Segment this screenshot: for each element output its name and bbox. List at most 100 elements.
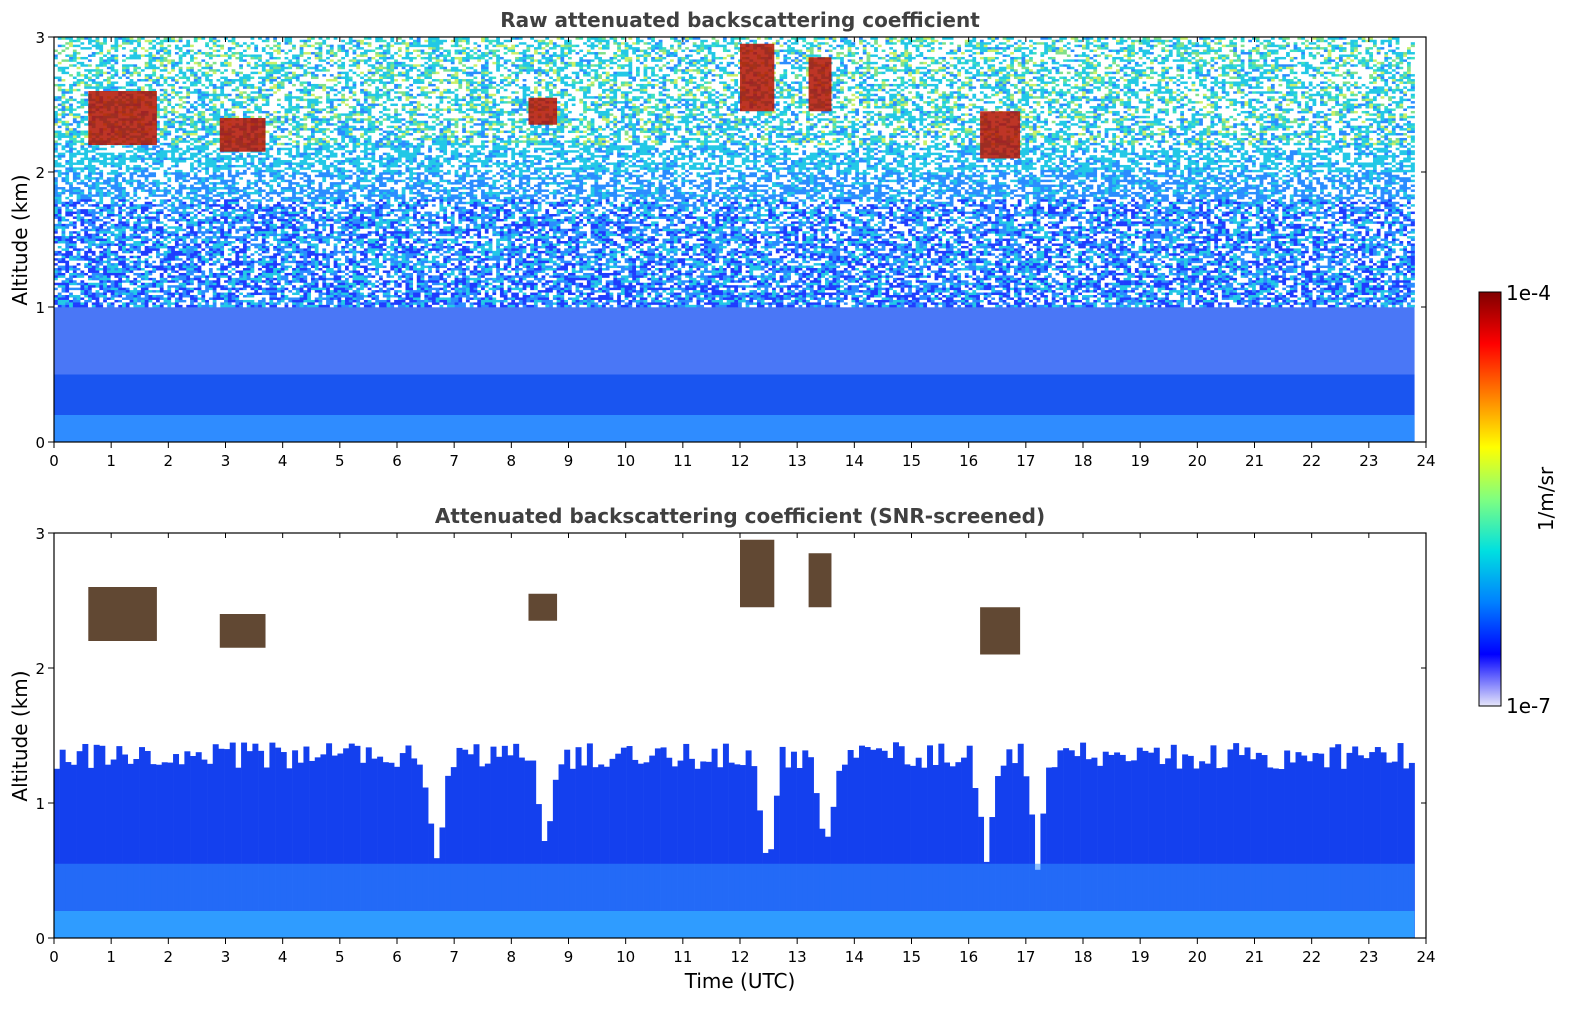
noise-cell — [193, 262, 198, 266]
noise-cell — [205, 105, 210, 109]
noise-cell — [114, 299, 119, 303]
noise-cell — [144, 167, 149, 170]
noise-cell — [163, 68, 168, 72]
noise-cell — [65, 238, 70, 242]
noise-cell — [133, 159, 138, 163]
noise-cell — [163, 253, 168, 256]
noise-cell — [205, 49, 210, 53]
noise-cell — [216, 228, 221, 232]
noise-cell — [156, 233, 161, 237]
noise-cell — [174, 51, 180, 55]
noise-cell — [152, 302, 157, 305]
noise-cell — [201, 216, 206, 219]
noise-cell — [110, 176, 115, 180]
noise-cell — [159, 125, 164, 129]
noise-cell — [186, 238, 191, 242]
noise-cell — [129, 277, 134, 281]
noise-cell — [193, 304, 198, 308]
noise-cell — [197, 203, 202, 207]
noise-cell — [156, 154, 161, 158]
noise-cell — [167, 292, 172, 296]
noise-cell — [212, 108, 217, 111]
noise-cell — [159, 91, 164, 94]
noise-cell — [122, 248, 127, 251]
noise-cell — [156, 152, 161, 156]
noise-cell — [212, 270, 217, 273]
noise-cell — [167, 228, 172, 232]
noise-cell — [106, 284, 111, 288]
noise-cell — [167, 262, 172, 266]
noise-cell — [212, 145, 217, 148]
noise-cell — [201, 154, 206, 158]
noise-cell — [205, 245, 210, 249]
noise-cell — [122, 61, 127, 65]
noise-cell — [129, 226, 134, 229]
noise-cell — [80, 213, 85, 217]
noise-cell — [140, 248, 146, 251]
noise-cell — [76, 167, 81, 170]
noise-cell — [54, 59, 59, 62]
noise-cell — [91, 211, 96, 215]
noise-cell — [182, 164, 187, 168]
noise-cell — [167, 216, 172, 219]
noise-cell — [103, 181, 108, 185]
noise-cell — [159, 287, 164, 291]
noise-cell — [114, 159, 119, 163]
noise-cell — [156, 248, 161, 251]
noise-cell — [57, 154, 62, 158]
noise-cell — [212, 100, 217, 104]
noise-cell — [212, 83, 217, 87]
noise-cell — [125, 275, 130, 278]
noise-cell — [84, 174, 89, 178]
noise-cell — [103, 68, 108, 72]
noise-cell — [220, 162, 225, 165]
noise-cell — [193, 228, 198, 232]
noise-cell — [193, 56, 198, 60]
noise-cell — [201, 299, 206, 303]
noise-cell — [190, 260, 195, 264]
noise-cell — [156, 238, 161, 242]
noise-cell — [148, 299, 153, 303]
noise-cell — [182, 248, 187, 251]
noise-cell — [197, 304, 202, 308]
noise-cell — [171, 66, 176, 70]
noise-cell — [54, 127, 59, 131]
noise-cell — [122, 194, 127, 197]
noise-cell — [84, 88, 89, 92]
noise-cell — [69, 108, 74, 111]
noise-cell — [201, 253, 206, 256]
noise-cell — [129, 176, 134, 180]
noise-cell — [220, 103, 225, 107]
noise-cell — [65, 275, 70, 278]
noise-cell — [144, 208, 149, 212]
noise-cell — [84, 157, 89, 161]
noise-cell — [182, 191, 187, 195]
noise-cell — [80, 142, 85, 146]
noise-cell — [152, 206, 157, 210]
noise-cell — [186, 282, 191, 286]
noise-cell — [208, 240, 214, 244]
noise-cell — [152, 59, 157, 62]
noise-cell — [193, 164, 198, 168]
noise-cell — [54, 110, 59, 114]
noise-cell — [61, 292, 66, 296]
noise-cell — [133, 157, 138, 161]
noise-cell — [148, 260, 153, 264]
noise-cell — [110, 73, 115, 77]
noise-cell — [163, 238, 168, 242]
noise-cell — [57, 88, 62, 92]
noise-cell — [103, 172, 108, 175]
noise-cell — [88, 245, 93, 249]
noise-cell — [95, 152, 100, 156]
noise-cell — [69, 115, 74, 119]
noise-cell — [80, 181, 85, 185]
noise-cell — [80, 110, 85, 114]
noise-cell — [118, 213, 123, 217]
noise-cell — [61, 81, 66, 84]
noise-cell — [95, 61, 100, 65]
noise-cell — [205, 172, 210, 175]
noise-cell — [220, 86, 225, 89]
noise-cell — [91, 299, 96, 303]
noise-cell — [84, 164, 89, 168]
noise-cell — [114, 228, 119, 232]
